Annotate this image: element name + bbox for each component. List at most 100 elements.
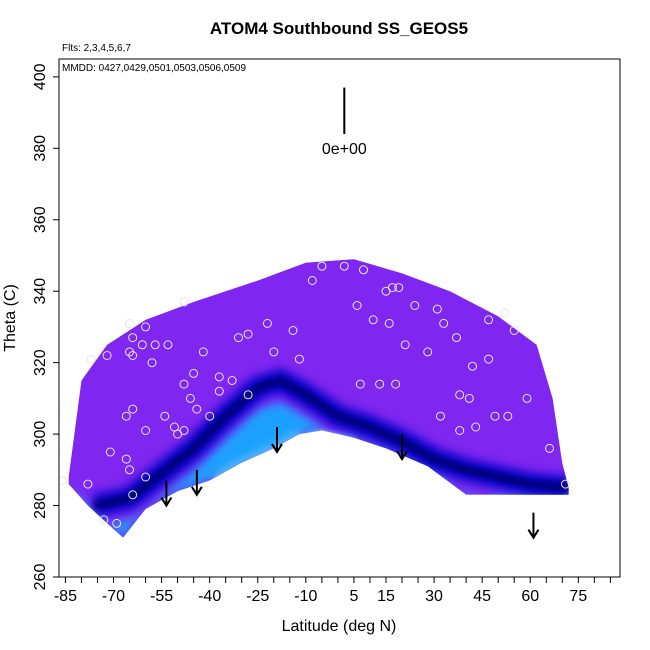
down-arrow [271, 426, 283, 454]
field-layer [68, 259, 569, 538]
down-arrow [160, 480, 173, 508]
y-axis-label: Theta (C) [2, 284, 19, 352]
data-point [214, 372, 224, 382]
data-point [471, 422, 481, 432]
data-point [137, 340, 147, 350]
y-axis: 260 280 300 320 340 360 380 400 [32, 63, 59, 590]
data-point [368, 315, 378, 325]
data-point [384, 318, 394, 328]
data-point [262, 318, 272, 328]
x-tick-label: -85 [54, 588, 77, 605]
data-point [464, 393, 474, 403]
data-point [452, 333, 461, 343]
y-tick-label: 300 [32, 421, 49, 448]
data-point [339, 261, 349, 271]
data-point [125, 465, 134, 475]
x-tick-label: 60 [521, 588, 539, 605]
y-tick-label: 320 [32, 349, 49, 376]
data-point [160, 411, 170, 421]
data-point [423, 347, 433, 357]
data-point [128, 351, 138, 360]
data-point [484, 354, 494, 364]
y-tick-label: 380 [32, 135, 49, 162]
data-point [163, 340, 173, 350]
data-point [375, 379, 385, 389]
data-point [141, 322, 151, 332]
y-tick-label: 280 [32, 492, 49, 519]
data-point [545, 443, 554, 453]
data-point [99, 515, 109, 525]
data-point [439, 318, 449, 328]
down-arrow [527, 512, 540, 540]
data-point [355, 379, 365, 389]
data-point [150, 340, 160, 350]
tropopause-core [93, 376, 569, 510]
x-tick-label: -25 [246, 588, 269, 605]
data-point [307, 276, 317, 285]
x-tick-label: 15 [377, 588, 395, 605]
data-point [173, 429, 183, 439]
y-tick-label: 340 [32, 278, 49, 305]
data-point [522, 393, 532, 403]
chart-title: ATOM4 Southbound SS_GEOS5 [210, 19, 468, 38]
x-tick-label: -40 [198, 588, 221, 605]
arrows [160, 426, 540, 540]
data-point [227, 376, 237, 385]
data-point [317, 261, 327, 271]
aircraft-points [59, 261, 570, 528]
data-point [185, 393, 195, 403]
data-point [509, 326, 519, 335]
data-point [455, 426, 465, 435]
y-tick-label: 400 [32, 63, 49, 90]
data-point [128, 490, 138, 500]
data-point [400, 340, 410, 350]
data-point [352, 301, 362, 310]
data-point [394, 283, 404, 293]
data-point [179, 297, 189, 307]
down-arrow [396, 434, 408, 461]
data-point [147, 358, 157, 368]
data-point [243, 329, 253, 339]
x-axis: -85 -70 -55 -40 -25 -10 5 15 30 45 60 75 [54, 577, 611, 605]
data-point [86, 354, 96, 364]
data-point [455, 390, 465, 400]
field-lower-band [68, 402, 569, 538]
scale-label: 0e+00 [322, 141, 367, 158]
data-point [243, 390, 253, 400]
data-point [359, 265, 368, 275]
data-point [102, 351, 112, 360]
x-tick-label: -55 [150, 588, 173, 605]
data-point [141, 472, 151, 482]
data-point [503, 411, 513, 421]
x-tick-label: 45 [473, 588, 491, 605]
down-arrow [190, 469, 203, 497]
data-point [112, 518, 122, 528]
x-tick-label: 30 [425, 588, 443, 605]
data-point [205, 411, 215, 421]
data-point [179, 379, 189, 389]
data-point [410, 301, 420, 310]
x-tick-label: -10 [294, 588, 317, 605]
flights-note: Flts: 2,3,4,5,6,7 [62, 43, 131, 54]
data-point [125, 318, 134, 328]
data-point [490, 411, 500, 421]
data-point [128, 333, 138, 343]
x-tick-label: -70 [102, 588, 125, 605]
x-axis-label: Latitude (deg N) [282, 618, 397, 635]
data-point [484, 315, 494, 325]
data-point [121, 411, 131, 421]
plot-frame [58, 58, 621, 578]
x-tick-label: 75 [569, 588, 587, 605]
data-point [234, 333, 243, 343]
data-point [432, 304, 442, 314]
data-point [436, 411, 445, 421]
x-tick-label: 5 [349, 588, 358, 605]
data-point [59, 476, 67, 485]
data-point [500, 308, 510, 318]
data-point [121, 454, 131, 464]
data-point [192, 404, 202, 414]
data-point [294, 354, 304, 364]
y-tick-label: 260 [32, 564, 49, 591]
data-point [391, 379, 401, 389]
